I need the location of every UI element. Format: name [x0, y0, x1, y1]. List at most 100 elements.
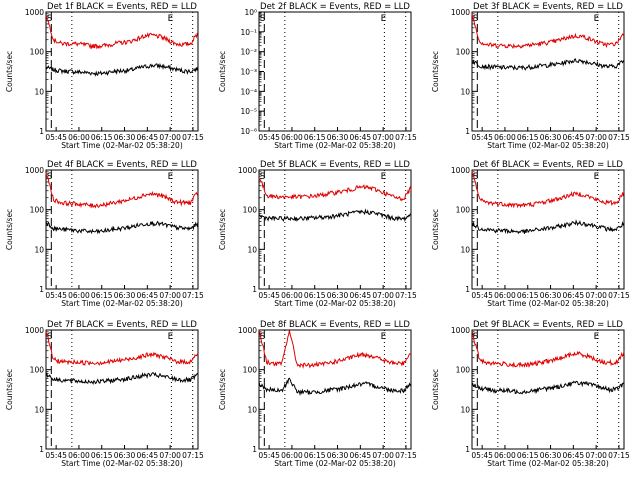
y-tick-label: 1000	[25, 326, 44, 335]
x-tick-label: 06:45	[563, 451, 585, 460]
x-tick-label: 06:30	[114, 451, 136, 460]
x-tick-label: 05:45	[45, 291, 67, 300]
x-tick-label: 06:00	[68, 291, 90, 300]
y-tick-label: 100	[243, 366, 258, 375]
x-tick-label: 06:45	[350, 451, 372, 460]
panel-det-9: Det 9f BLACK = Events, RED = LLD 1 10 100 10…	[431, 320, 630, 468]
plot-frame	[471, 329, 625, 450]
series-lld-line	[258, 177, 412, 202]
series-events-line	[258, 208, 412, 223]
x-tick-label: 06:30	[327, 451, 349, 460]
panel-title: Det 8f BLACK = Events, RED = LLD	[260, 320, 410, 330]
x-tick-label: 06:00	[494, 291, 516, 300]
plot-frame	[258, 11, 412, 132]
series-lld-line	[45, 172, 199, 209]
y-tick-label: 10⁰	[244, 8, 257, 17]
y-axis-label: Counts/sec	[5, 51, 14, 92]
x-axis-label: Start Time (02-Mar-02 05:38:20)	[274, 141, 396, 150]
x-axis-label: Start Time (02-Mar-02 05:38:20)	[61, 141, 183, 150]
y-tick-label: 1000	[451, 8, 470, 17]
panel-det-4: Det 4f BLACK = Events, RED = LLD 1 10 100 10…	[5, 160, 204, 308]
y-tick-label: 1	[465, 127, 470, 136]
x-axis-label: Start Time (02-Mar-02 05:38:20)	[487, 141, 609, 150]
x-axis-label: Start Time (02-Mar-02 05:38:20)	[274, 459, 396, 468]
x-tick-label: 07:15	[395, 451, 417, 460]
y-tick-label: 100	[456, 48, 471, 57]
series-lld-line	[471, 171, 625, 209]
x-tick-label: 06:15	[91, 291, 113, 300]
series-lld-line	[45, 331, 199, 366]
y-tick-label: 100	[30, 48, 45, 57]
y-tick-label: 1	[39, 127, 44, 136]
y-tick-label: 100	[243, 206, 258, 215]
x-axis-label: Start Time (02-Mar-02 05:38:20)	[61, 299, 183, 308]
x-tick-label: 07:00	[372, 451, 394, 460]
x-tick-label: 07:00	[159, 451, 181, 460]
y-tick-label: 1000	[451, 326, 470, 335]
x-tick-label: 05:45	[258, 133, 280, 142]
y-axis-label: Counts/sec	[5, 369, 14, 410]
x-tick-label: 06:15	[304, 291, 326, 300]
series-events-line	[45, 220, 199, 235]
y-tick-label: 1	[252, 445, 257, 454]
end-letter: E	[381, 14, 387, 24]
x-tick-label: 07:15	[608, 451, 630, 460]
x-tick-label: 07:00	[159, 133, 181, 142]
x-tick-label: 06:30	[327, 133, 349, 142]
series-lld-line	[471, 331, 625, 369]
y-tick-label: 100	[30, 206, 45, 215]
x-tick-label: 06:15	[91, 133, 113, 142]
panel-det-6: Det 6f BLACK = Events, RED = LLD 1 10 100 10…	[431, 160, 630, 308]
x-tick-label: 06:30	[327, 291, 349, 300]
y-tick-label: 10⁻²	[240, 48, 257, 57]
panel-title: Det 6f BLACK = Events, RED = LLD	[473, 160, 623, 170]
x-tick-label: 06:00	[281, 291, 303, 300]
y-tick-label: 1	[465, 285, 470, 294]
x-tick-label: 06:30	[114, 133, 136, 142]
panel-title: Det 7f BLACK = Events, RED = LLD	[47, 320, 197, 330]
y-tick-label: 10⁻⁴	[240, 87, 257, 96]
y-axis-label: Counts/sec	[218, 51, 227, 92]
y-tick-label: 10	[460, 245, 470, 254]
x-tick-label: 05:45	[45, 451, 67, 460]
start-letter: S	[260, 172, 266, 182]
panel-title: Det 2f BLACK = Events, RED = LLD	[260, 2, 410, 12]
x-tick-label: 07:00	[372, 133, 394, 142]
x-tick-label: 06:45	[137, 133, 159, 142]
series-lld-line	[45, 15, 199, 50]
y-tick-label: 100	[456, 366, 471, 375]
x-tick-label: 07:00	[159, 291, 181, 300]
start-letter: S	[47, 332, 53, 342]
x-tick-label: 05:45	[258, 451, 280, 460]
series-events-line	[45, 62, 199, 77]
y-tick-label: 10⁻¹	[240, 28, 257, 37]
y-axis-label: Counts/sec	[5, 209, 14, 250]
y-tick-label: 10	[34, 245, 44, 254]
panel-title: Det 4f BLACK = Events, RED = LLD	[47, 160, 197, 170]
x-tick-label: 07:00	[585, 133, 607, 142]
y-tick-label: 1000	[25, 166, 44, 175]
series-lld-line	[258, 330, 412, 369]
plot-frame	[45, 11, 199, 132]
y-tick-label: 1	[465, 445, 470, 454]
x-tick-label: 07:15	[395, 133, 417, 142]
panel-title: Det 3f BLACK = Events, RED = LLD	[473, 2, 623, 12]
y-tick-label: 10	[247, 405, 257, 414]
x-tick-label: 06:30	[114, 291, 136, 300]
y-tick-label: 1000	[238, 326, 257, 335]
x-tick-label: 06:45	[563, 291, 585, 300]
x-tick-label: 06:45	[563, 133, 585, 142]
x-tick-label: 07:15	[182, 451, 204, 460]
y-tick-label: 10⁻⁶	[240, 127, 257, 136]
panel-title: Det 1f BLACK = Events, RED = LLD	[47, 2, 197, 12]
x-axis-label: Start Time (02-Mar-02 05:38:20)	[274, 299, 396, 308]
x-tick-label: 06:45	[137, 451, 159, 460]
plot-frame	[45, 329, 199, 450]
plot-frame	[258, 169, 412, 290]
x-tick-label: 07:00	[585, 451, 607, 460]
x-tick-label: 06:45	[350, 291, 372, 300]
plot-frame	[45, 169, 199, 290]
y-tick-label: 1	[252, 285, 257, 294]
x-tick-label: 06:15	[304, 451, 326, 460]
